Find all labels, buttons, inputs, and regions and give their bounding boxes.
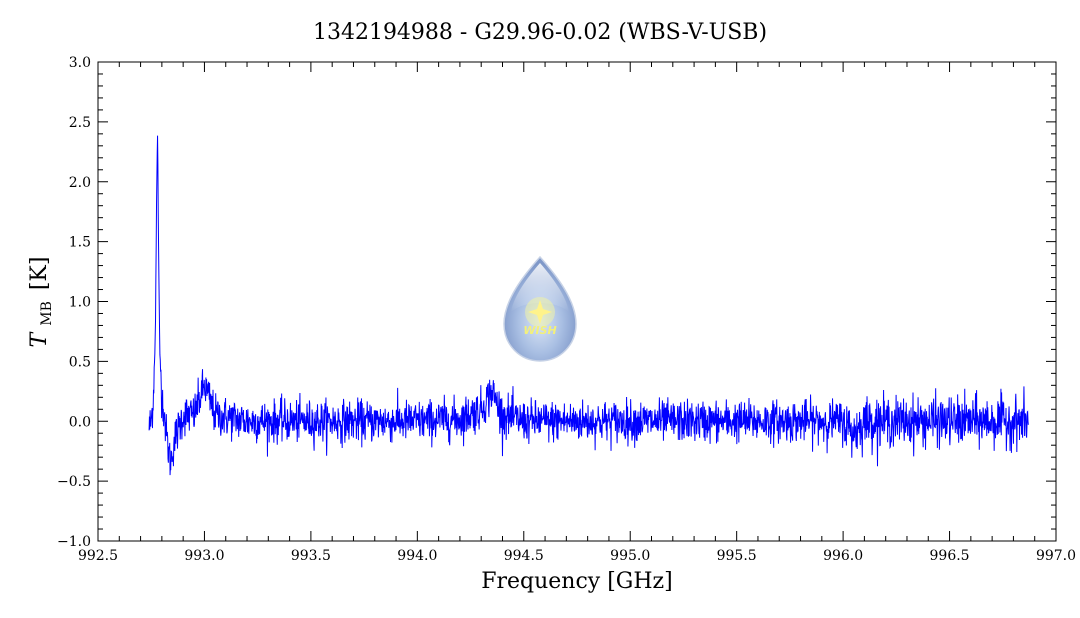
plot-frame — [97, 61, 1057, 542]
y-tick-label: 2.5 — [69, 115, 91, 131]
y-tick-label: 3.0 — [69, 55, 91, 71]
x-tick-label: 996.0 — [823, 548, 863, 564]
x-tick-label: 995.0 — [610, 548, 650, 564]
y-axis-label-sub: MB — [39, 301, 55, 326]
y-tick-label: 2.0 — [69, 175, 91, 191]
x-axis-ticks: 992.5 993.0 993.5 994.0 994.5 995.0 995.5 996.0… — [78, 62, 1076, 564]
y-tick-label: −0.5 — [57, 474, 91, 490]
x-tick-label: 993.5 — [291, 548, 331, 564]
y-axis-ticks: −1.0 −0.5 0.0 0.5 1.0 1.5 2.0 2.5 3.0 — [57, 55, 1056, 550]
y-tick-label: −1.0 — [57, 534, 91, 550]
y-tick-label: 1.5 — [69, 235, 91, 251]
x-tick-label: 997.0 — [1036, 548, 1076, 564]
x-tick-label: 993.0 — [184, 548, 224, 564]
y-axis-label: T MB [K] — [27, 257, 57, 348]
y-axis-label-unit: [K] — [27, 257, 52, 291]
x-axis-label: Frequency [GHz] — [481, 569, 673, 594]
chart-title: 1342194988 - G29.96-0.02 (WBS-V-USB) — [313, 20, 767, 45]
x-tick-label: 994.0 — [397, 548, 437, 564]
y-tick-label: 0.5 — [69, 354, 91, 370]
svg-text:T MB [K]: T MB [K] — [27, 257, 57, 348]
x-tick-label: 996.5 — [930, 548, 970, 564]
y-tick-label: 0.0 — [69, 414, 91, 430]
spectrum-series-line — [148, 135, 1029, 476]
x-tick-label: 994.5 — [504, 548, 544, 564]
y-tick-label: 1.0 — [69, 295, 91, 311]
x-tick-label: 992.5 — [78, 548, 118, 564]
x-tick-label: 995.5 — [717, 548, 757, 564]
wish-logo-text: WISH — [523, 324, 556, 337]
y-axis-label-main: T — [27, 330, 52, 347]
wish-logo: WISH — [503, 255, 577, 362]
